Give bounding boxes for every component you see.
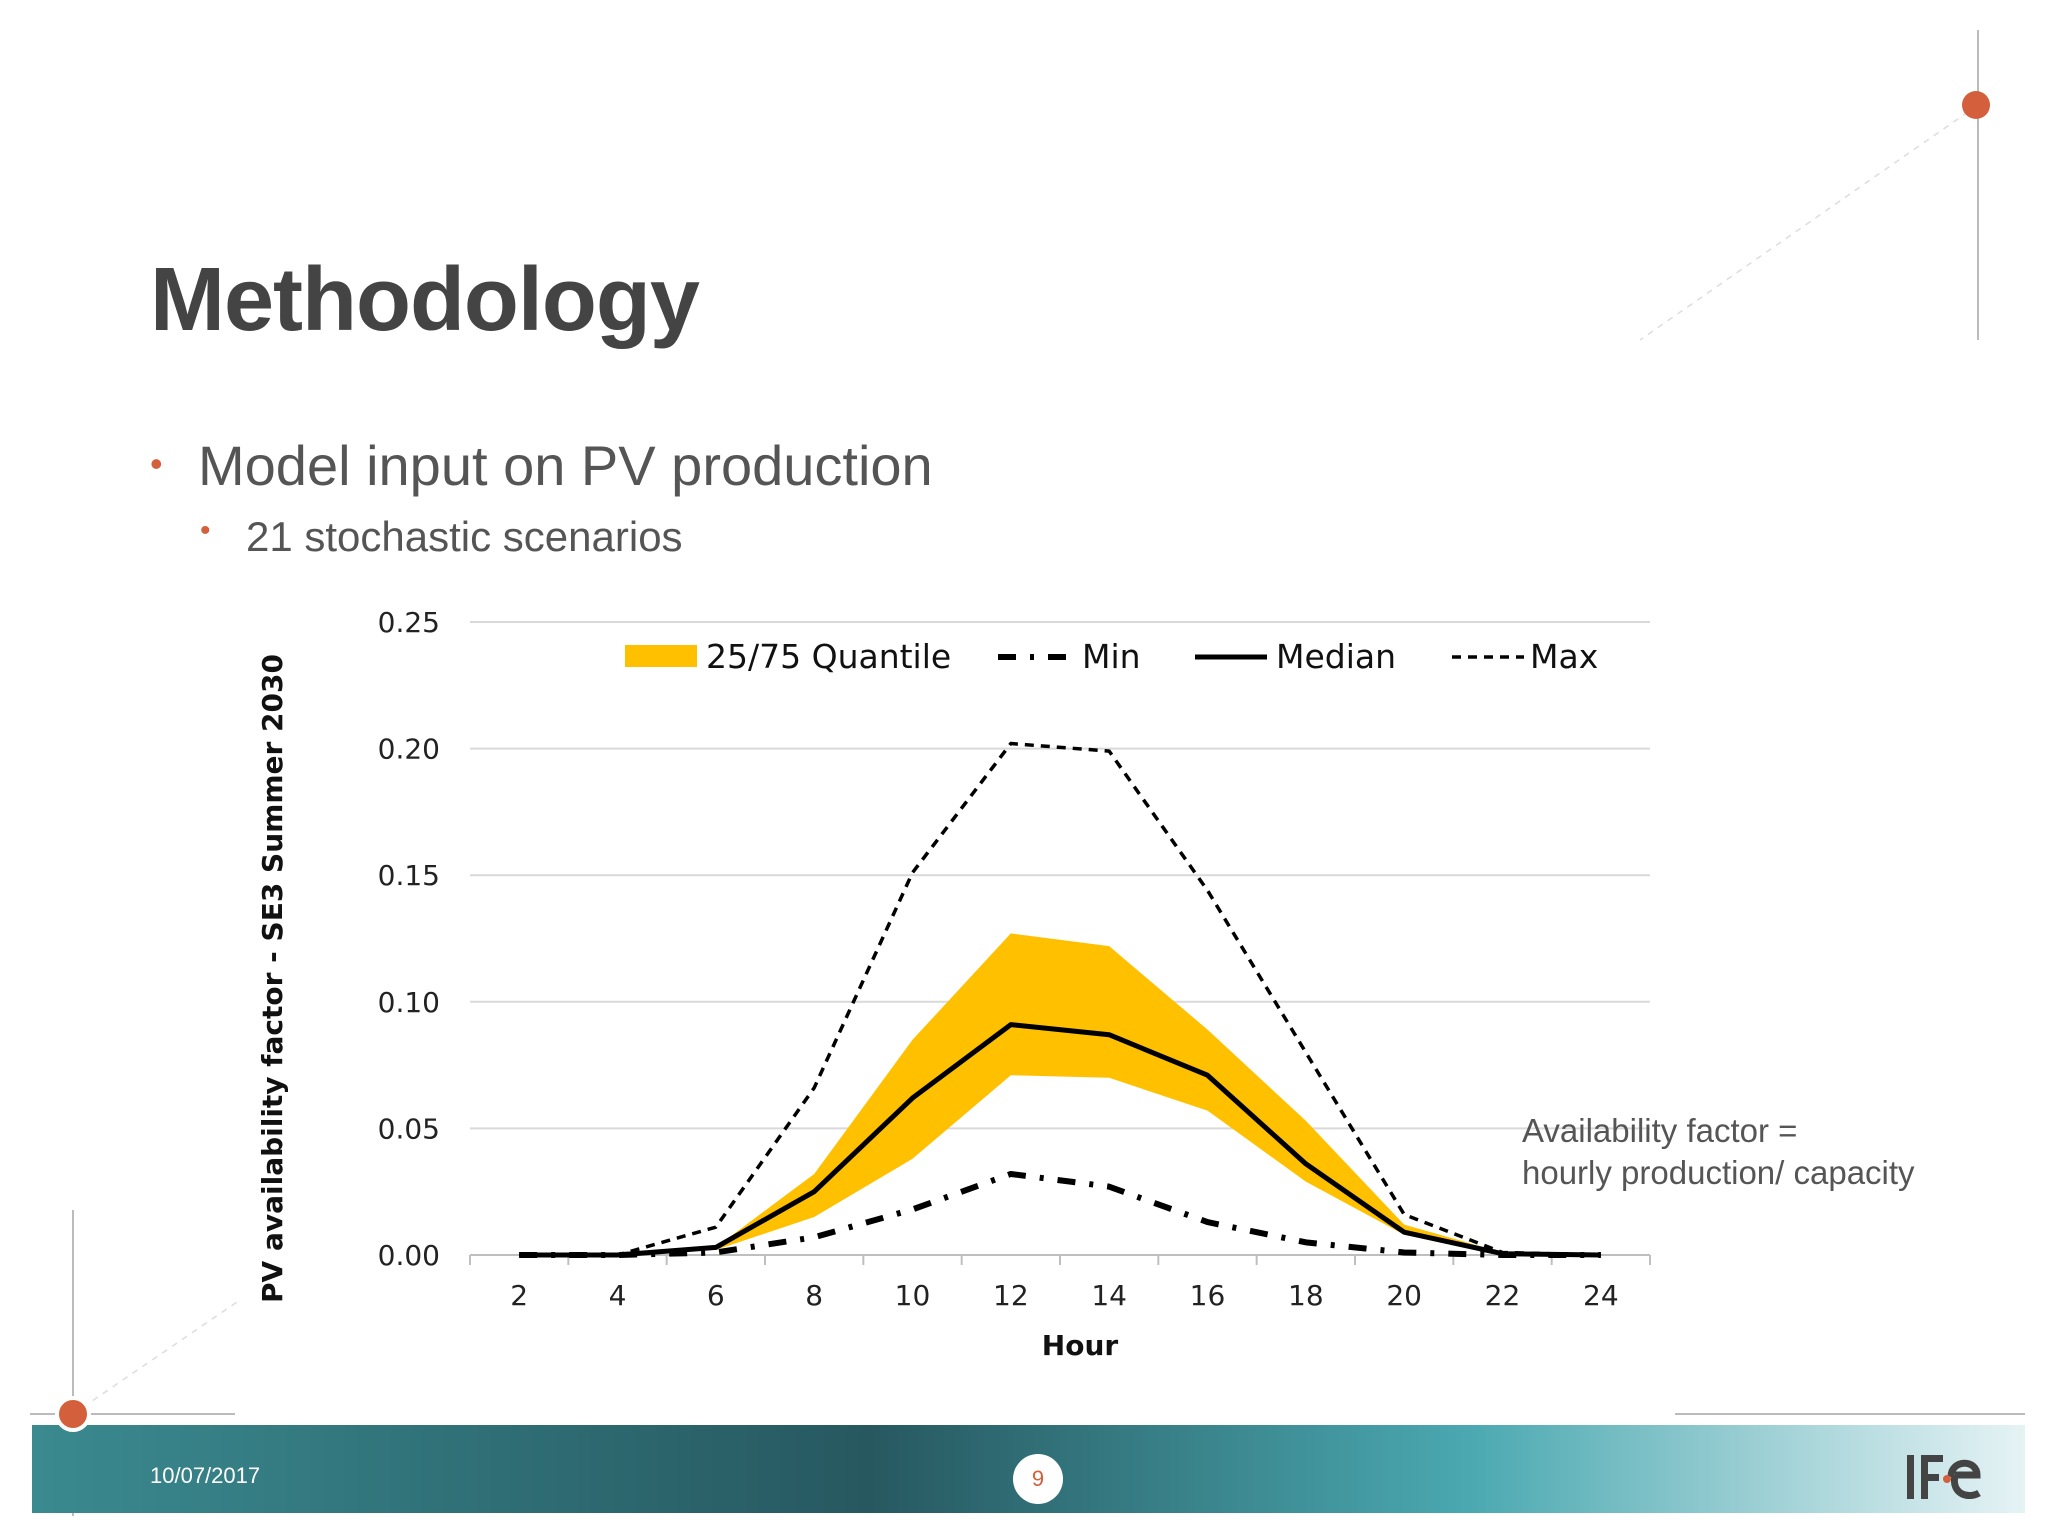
bullet-level1-text: Model input on PV production xyxy=(198,434,933,497)
bottom-left-diagonal-line xyxy=(72,1299,241,1415)
page-number: 9 xyxy=(1013,1454,1063,1504)
x-tick-label: 8 xyxy=(805,1279,823,1312)
x-tick-label: 6 xyxy=(707,1279,725,1312)
x-tick-label: 14 xyxy=(1091,1279,1127,1312)
x-tick-label: 12 xyxy=(993,1279,1029,1312)
x-tick-label: 22 xyxy=(1485,1279,1521,1312)
y-axis-title: PV availability factor - SE3 Summer 2030 xyxy=(256,654,289,1303)
annotation-line-1: Availability factor = xyxy=(1522,1112,1798,1149)
y-tick-label: 0.15 xyxy=(378,859,440,892)
footer-date: 10/07/2017 xyxy=(150,1463,261,1488)
x-axis-title: Hour xyxy=(1042,1329,1119,1362)
series-max-line xyxy=(519,741,1601,1257)
bullet-level2: • 21 stochastic scenarios xyxy=(200,516,683,558)
bullet-dot-icon: • xyxy=(200,514,211,547)
y-tick-label: 0.25 xyxy=(378,606,440,639)
legend-median-label: Median xyxy=(1276,637,1396,676)
annotation-line-2: hourly production/ capacity xyxy=(1522,1154,1915,1191)
x-tick-label: 10 xyxy=(895,1279,931,1312)
legend-quantile-swatch xyxy=(625,645,697,667)
x-tick-label: 4 xyxy=(609,1279,627,1312)
y-tick-label: 0.00 xyxy=(378,1239,440,1272)
x-tick-label: 18 xyxy=(1288,1279,1324,1312)
series-median-line xyxy=(519,1022,1601,1258)
bullet-level2-text: 21 stochastic scenarios xyxy=(246,513,683,560)
y-tick-label: 0.10 xyxy=(378,986,440,1019)
bullet-level1: • Model input on PV production xyxy=(150,438,933,494)
x-tick-label: 2 xyxy=(510,1279,528,1312)
x-tick-label: 20 xyxy=(1386,1279,1422,1312)
bottom-left-accent-dot xyxy=(55,1396,91,1432)
top-right-diagonal-line xyxy=(1639,104,1979,341)
chart-annotation: Availability factor = hourly production/… xyxy=(1522,1110,1915,1194)
legend-max-label: Max xyxy=(1530,637,1598,676)
legend-quantile-label: 25/75 Quantile xyxy=(706,637,951,676)
y-tick-label: 0.20 xyxy=(378,733,440,766)
x-tick-label: 24 xyxy=(1583,1279,1619,1312)
quantile-band xyxy=(519,933,1601,1255)
y-tick-label: 0.05 xyxy=(378,1112,440,1145)
bullet-dot-icon: • xyxy=(150,443,163,484)
series-min-line xyxy=(519,1170,1601,1258)
x-tick-label: 16 xyxy=(1190,1279,1226,1312)
ife-logo-icon xyxy=(1907,1455,1981,1500)
slide-title: Methodology xyxy=(150,250,700,350)
legend-min-label: Min xyxy=(1082,637,1141,676)
top-right-accent-dot xyxy=(1962,91,1990,119)
